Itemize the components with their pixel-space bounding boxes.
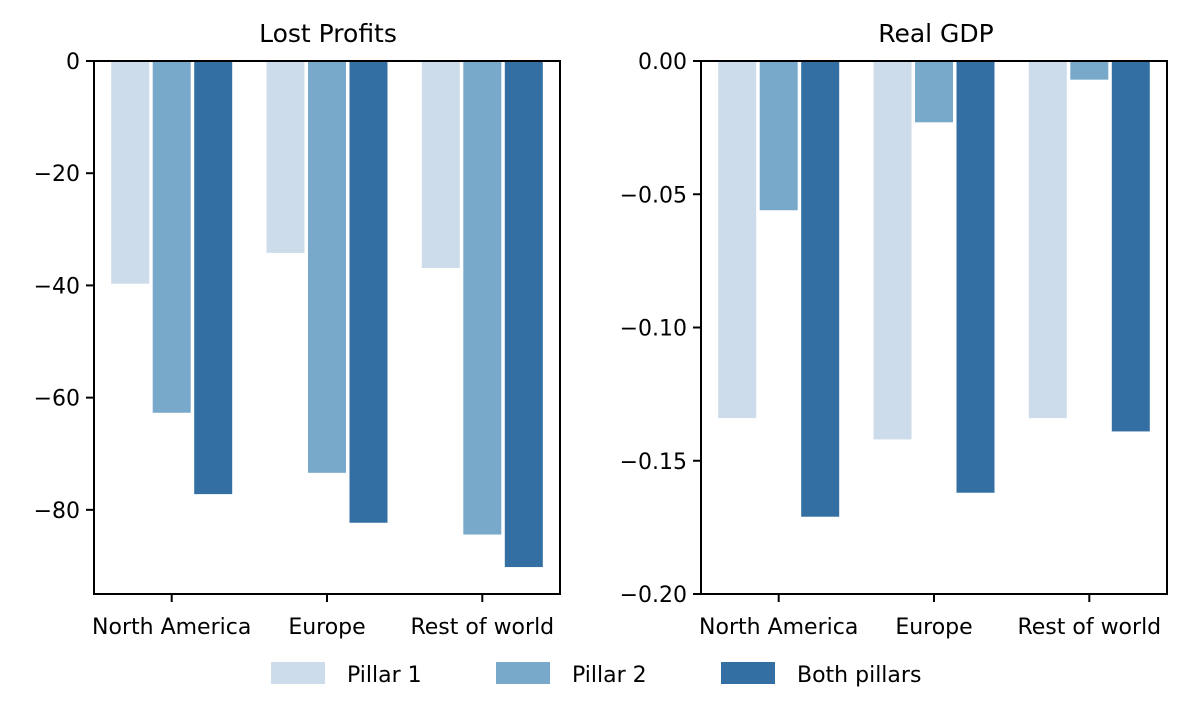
bar-pillar-2-europe (915, 61, 953, 123)
bar-pillar-2-rest-of-world (1070, 61, 1109, 80)
legend-swatch-pillar-1 (271, 662, 325, 684)
plot-frame (700, 60, 1168, 595)
lost-profits-chart: Lost Profits 0 −20 −40 −60 −80 North America… (34, 19, 561, 640)
y-axis: 0.00 −0.05 −0.10 −0.15 −0.20 (620, 50, 701, 608)
bar-both-pillars-europe (349, 61, 388, 523)
legend-swatch-pillar-2 (496, 662, 550, 684)
x-tick-label: North America (699, 615, 858, 640)
y-tick-label: −20 (34, 162, 80, 187)
plot-frame (93, 60, 561, 595)
y-axis: 0 −20 −40 −60 −80 (34, 50, 94, 524)
bar-both-pillars-north-america (801, 61, 840, 517)
y-tick-label: −0.20 (620, 583, 687, 608)
x-tick-label: Europe (895, 615, 972, 640)
y-tick-label: −0.05 (620, 183, 687, 208)
legend-label-pillar-2: Pillar 2 (572, 663, 647, 688)
bar-pillar-1-rest-of-world (1028, 61, 1067, 419)
y-tick-label: 0.00 (638, 50, 687, 75)
x-tick-label: Europe (288, 615, 365, 640)
bar-pillar-1-rest-of-world (421, 61, 460, 269)
y-tick-label: 0 (66, 50, 80, 75)
bar-pillar-2-rest-of-world (463, 61, 502, 535)
bar-pillar-1-europe (266, 61, 305, 253)
y-tick-label: −0.10 (620, 317, 687, 342)
x-axis: North America Europe Rest of world (699, 594, 1161, 640)
bar-pillar-2-europe (308, 61, 346, 473)
bar-group (718, 61, 1150, 517)
y-tick-label: −80 (34, 499, 80, 524)
bar-pillar-1-north-america (111, 61, 150, 284)
legend: Pillar 1 Pillar 2 Both pillars (271, 662, 921, 688)
bar-pillar-2-north-america (152, 61, 191, 413)
y-tick-label: −60 (34, 387, 80, 412)
y-tick-label: −0.15 (620, 450, 687, 475)
chart-title: Real GDP (878, 19, 994, 48)
x-tick-label: North America (92, 615, 251, 640)
bar-pillar-2-north-america (759, 61, 798, 211)
bar-both-pillars-rest-of-world (1111, 61, 1150, 432)
bar-both-pillars-north-america (194, 61, 233, 495)
bar-pillar-1-north-america (718, 61, 757, 419)
bar-pillar-1-europe (873, 61, 912, 440)
bar-both-pillars-rest-of-world (504, 61, 543, 568)
y-tick-label: −40 (34, 274, 80, 299)
legend-swatch-both-pillars (721, 662, 775, 684)
x-tick-label: Rest of world (1017, 615, 1161, 640)
x-axis: North America Europe Rest of world (92, 594, 554, 640)
real-gdp-chart: Real GDP 0.00 −0.05 −0.10 −0.15 −0.20 North … (620, 19, 1168, 640)
chart-title: Lost Profits (259, 19, 397, 48)
bar-group (111, 61, 543, 568)
legend-label-both-pillars: Both pillars (797, 663, 921, 688)
legend-label-pillar-1: Pillar 1 (347, 663, 422, 688)
bar-both-pillars-europe (956, 61, 995, 493)
x-tick-label: Rest of world (410, 615, 554, 640)
